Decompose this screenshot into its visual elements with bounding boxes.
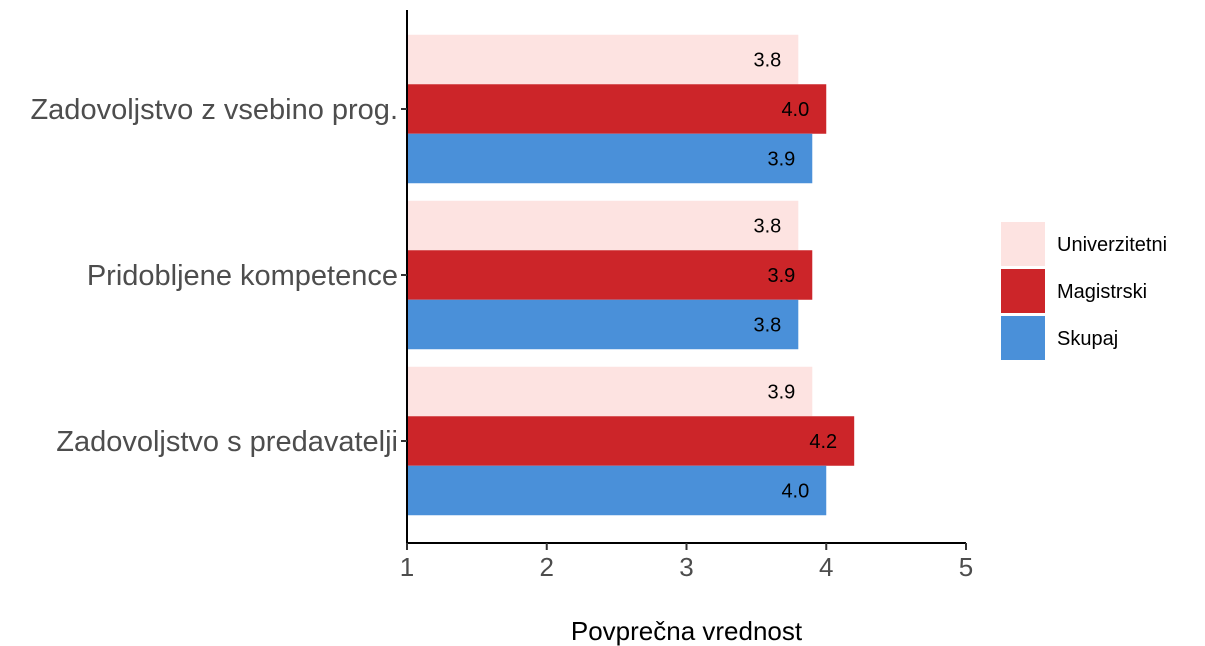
bar-skupaj-0 (407, 133, 813, 184)
data-label: 3.8 (753, 216, 781, 238)
bar-univerzitetni-2 (407, 366, 813, 417)
y-axis-ticks: Zadovoljstvo z vsebino prog. Pridobljene … (30, 94, 407, 458)
data-label: 3.9 (767, 149, 795, 171)
bars-group (407, 34, 855, 516)
data-label: 4.0 (781, 99, 809, 121)
data-label: 4.2 (809, 431, 837, 453)
legend: Univerzitetni Magistrski Skupaj (1001, 222, 1167, 360)
bar-magistrski-2 (407, 416, 855, 466)
data-label: 3.9 (767, 382, 795, 404)
x-tick-label: 2 (540, 552, 554, 582)
bar-univerzitetni-0 (407, 34, 799, 85)
x-tick-label: 5 (959, 552, 973, 582)
legend-key-skupaj (1001, 316, 1045, 360)
legend-label: Magistrski (1057, 281, 1147, 303)
data-label: 4.0 (781, 481, 809, 503)
bar-skupaj-2 (407, 465, 827, 516)
x-axis-title: Povprečna vrednost (571, 616, 803, 646)
legend-key-univerzitetni (1001, 222, 1045, 266)
legend-label: Skupaj (1057, 328, 1118, 350)
bar-magistrski-0 (407, 84, 827, 134)
data-label: 3.8 (753, 315, 781, 337)
y-tick-label: Zadovoljstvo z vsebino prog. (30, 94, 398, 126)
bar-magistrski-1 (407, 250, 813, 300)
data-label: 3.8 (753, 50, 781, 72)
x-axis-ticks: 1 2 3 4 5 (400, 543, 973, 582)
x-tick-label: 4 (819, 552, 833, 582)
bar-univerzitetni-1 (407, 200, 799, 251)
data-labels-group: 3.8 4.0 3.9 3.8 3.9 3.8 3.9 4.2 4.0 (753, 50, 837, 503)
legend-key-magistrski (1001, 269, 1045, 313)
y-tick-label: Pridobljene kompetence (87, 260, 398, 292)
legend-label: Univerzitetni (1057, 234, 1167, 256)
bar-skupaj-1 (407, 299, 799, 350)
x-tick-label: 3 (679, 552, 693, 582)
y-tick-label: Zadovoljstvo s predavatelji (56, 426, 398, 458)
x-tick-label: 1 (400, 552, 414, 582)
data-label: 3.9 (767, 265, 795, 287)
